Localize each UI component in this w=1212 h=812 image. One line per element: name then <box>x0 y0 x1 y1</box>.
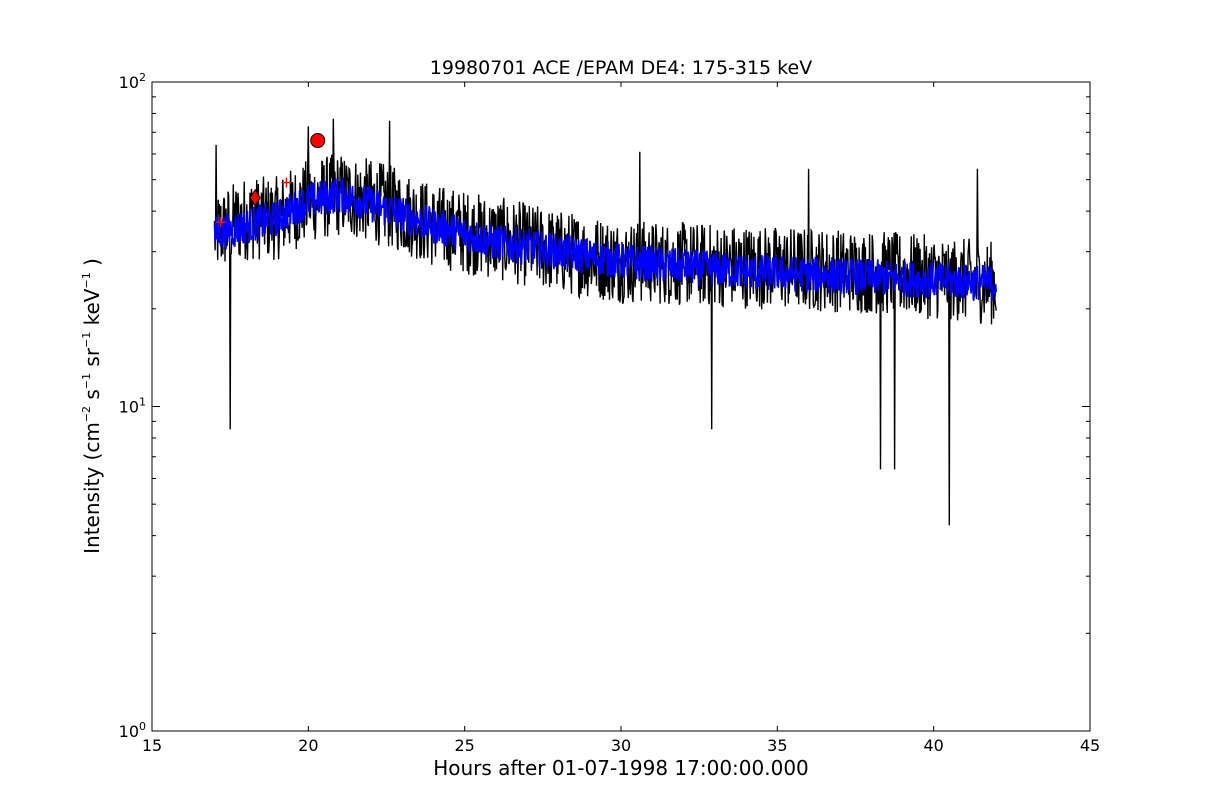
marker-layer <box>215 133 326 228</box>
y-axis-label-exp3: −1 <box>80 332 93 348</box>
y-axis: 100 101 102 <box>119 71 1090 741</box>
marker-plus <box>281 177 292 188</box>
y-axis-label-sr: sr <box>80 347 104 373</box>
y-axis-label-prefix: Intensity (cm <box>80 422 104 554</box>
series-smoothed-line <box>213 177 997 301</box>
y-axis-label-s: s <box>80 389 104 406</box>
y-tick-label: 102 <box>119 71 146 92</box>
x-tick-label: 35 <box>767 736 787 755</box>
marker-diamond <box>249 188 261 207</box>
x-tick-label: 20 <box>298 736 318 755</box>
y-axis-label-exp4: −1 <box>80 272 93 288</box>
y-axis-label-suffix: ) <box>80 258 104 272</box>
plot-area <box>213 118 997 526</box>
y-tick-label: 100 <box>119 720 146 741</box>
marker-plus <box>215 217 226 228</box>
x-axis-label: Hours after 01-07-1998 17:00:00.000 <box>433 756 809 780</box>
series-raw-line <box>213 118 997 526</box>
chart-title: 19980701 ACE /EPAM DE4: 175-315 keV <box>430 57 812 79</box>
x-tick-label: 45 <box>1080 736 1100 755</box>
y-tick-label: 101 <box>119 396 146 417</box>
x-tick-label: 30 <box>611 736 631 755</box>
x-tick-label: 15 <box>142 736 162 755</box>
marker-circle <box>310 133 326 149</box>
y-axis-label-exp1: −2 <box>80 406 93 422</box>
x-tick-label: 40 <box>923 736 943 755</box>
y-axis-label-exp2: −1 <box>80 373 93 389</box>
x-axis: 15 20 25 30 35 40 45 <box>142 82 1100 755</box>
x-tick-label: 25 <box>454 736 474 755</box>
series-layer <box>213 118 997 526</box>
y-axis-label: Intensity (cm−2 s−1 sr−1 keV−1 ) <box>80 258 104 554</box>
y-axis-label-kev: keV <box>80 288 104 332</box>
